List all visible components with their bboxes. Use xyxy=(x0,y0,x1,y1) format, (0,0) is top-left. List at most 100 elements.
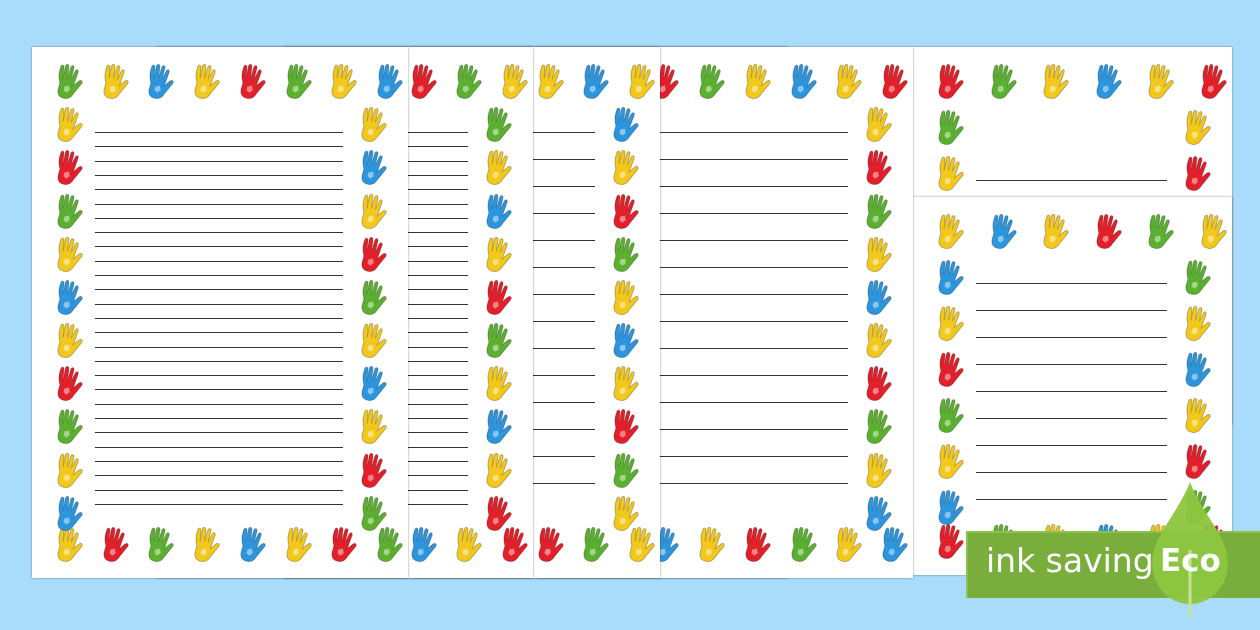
handprint-icon xyxy=(931,155,967,193)
handprint-icon xyxy=(1178,397,1214,435)
handprint-icon xyxy=(404,63,440,101)
page-border-sheet xyxy=(32,47,408,578)
writing-line xyxy=(600,213,848,214)
writing-line xyxy=(600,429,848,430)
writing-line xyxy=(600,321,848,322)
writing-line xyxy=(95,174,343,176)
writing-line xyxy=(95,503,343,505)
handprint-icon xyxy=(479,236,515,274)
handprint-icon xyxy=(1178,155,1214,193)
handprint-icon xyxy=(606,236,642,274)
writing-line xyxy=(600,375,848,376)
writing-line xyxy=(600,240,848,241)
writing-line xyxy=(95,246,343,248)
handprint-icon xyxy=(96,526,132,564)
handprint-icon xyxy=(50,408,86,446)
writing-line xyxy=(600,483,848,484)
handprint-icon xyxy=(479,408,515,446)
handprint-icon xyxy=(50,365,86,403)
writing-line xyxy=(95,346,343,348)
handprint-icon xyxy=(606,452,642,490)
handprint-icon xyxy=(1178,259,1214,297)
handprint-icon xyxy=(479,495,515,533)
writing-line xyxy=(95,275,343,276)
handprint-icon xyxy=(479,193,515,231)
handprint-icon xyxy=(875,63,911,101)
writing-line xyxy=(600,132,848,133)
handprint-icon xyxy=(354,236,390,274)
writing-line xyxy=(95,317,343,319)
eco-label: Eco xyxy=(1160,543,1221,579)
handprint-icon xyxy=(859,193,895,231)
handprint-icon xyxy=(931,351,967,389)
writing-line xyxy=(95,289,343,291)
handprint-icon xyxy=(738,63,774,101)
handprint-icon xyxy=(859,236,895,274)
writing-line xyxy=(95,203,343,205)
handprint-icon xyxy=(354,452,390,490)
handprint-icon xyxy=(931,523,967,561)
handprint-icon xyxy=(1194,63,1230,101)
handprint-icon xyxy=(1089,213,1125,251)
writing-line xyxy=(95,475,343,477)
writing-line xyxy=(95,446,343,448)
handprint-icon xyxy=(1178,109,1214,147)
handprint-icon xyxy=(141,63,177,101)
handprint-icon xyxy=(96,63,132,101)
handprint-icon xyxy=(50,452,86,490)
handprint-icon xyxy=(931,489,967,527)
writing-line xyxy=(95,232,343,234)
handprint-icon xyxy=(984,213,1020,251)
handprint-icon xyxy=(984,63,1020,101)
writing-line xyxy=(95,432,343,434)
handprint-icon xyxy=(479,106,515,144)
writing-line xyxy=(976,283,1167,284)
handprint-icon xyxy=(354,106,390,144)
writing-line xyxy=(95,403,343,405)
writing-line xyxy=(95,418,343,419)
handprint-icon xyxy=(606,149,642,187)
handprint-icon xyxy=(50,279,86,317)
handprint-icon xyxy=(931,63,967,101)
handprint-icon xyxy=(738,526,774,564)
handprint-icon xyxy=(531,526,567,564)
writing-line xyxy=(95,303,343,305)
handprint-icon xyxy=(692,63,728,101)
handprint-icon xyxy=(931,443,967,481)
handprint-icon xyxy=(50,193,86,231)
handprint-icon xyxy=(859,408,895,446)
handprint-icon xyxy=(931,109,967,147)
writing-line xyxy=(95,360,343,362)
handprint-icon xyxy=(233,63,269,101)
handprint-icon xyxy=(354,322,390,360)
handprint-icon xyxy=(859,365,895,403)
writing-line xyxy=(600,267,848,268)
handprint-icon xyxy=(187,63,223,101)
handprint-icon xyxy=(495,63,531,101)
writing-line xyxy=(976,418,1167,419)
handprint-icon xyxy=(1036,213,1072,251)
writing-line xyxy=(95,332,343,334)
handprint-icon xyxy=(931,305,967,343)
writing-line xyxy=(976,445,1167,446)
handprint-icon xyxy=(606,495,642,533)
handprint-icon xyxy=(50,236,86,274)
handprint-icon xyxy=(606,322,642,360)
handprint-icon xyxy=(141,526,177,564)
handprint-icon xyxy=(479,149,515,187)
writing-line xyxy=(976,310,1167,311)
handprint-icon xyxy=(931,259,967,297)
handprint-icon xyxy=(1194,213,1230,251)
handprint-icon xyxy=(1141,63,1177,101)
handprint-icon xyxy=(606,279,642,317)
writing-line xyxy=(600,402,848,403)
writing-line xyxy=(976,180,1167,181)
handprint-icon xyxy=(576,63,612,101)
handprint-icon xyxy=(354,193,390,231)
handprint-icon xyxy=(50,149,86,187)
handprint-icon xyxy=(1141,213,1177,251)
writing-line xyxy=(95,389,343,391)
handprint-icon xyxy=(531,63,567,101)
writing-line xyxy=(600,456,848,457)
handprint-icon xyxy=(622,63,658,101)
